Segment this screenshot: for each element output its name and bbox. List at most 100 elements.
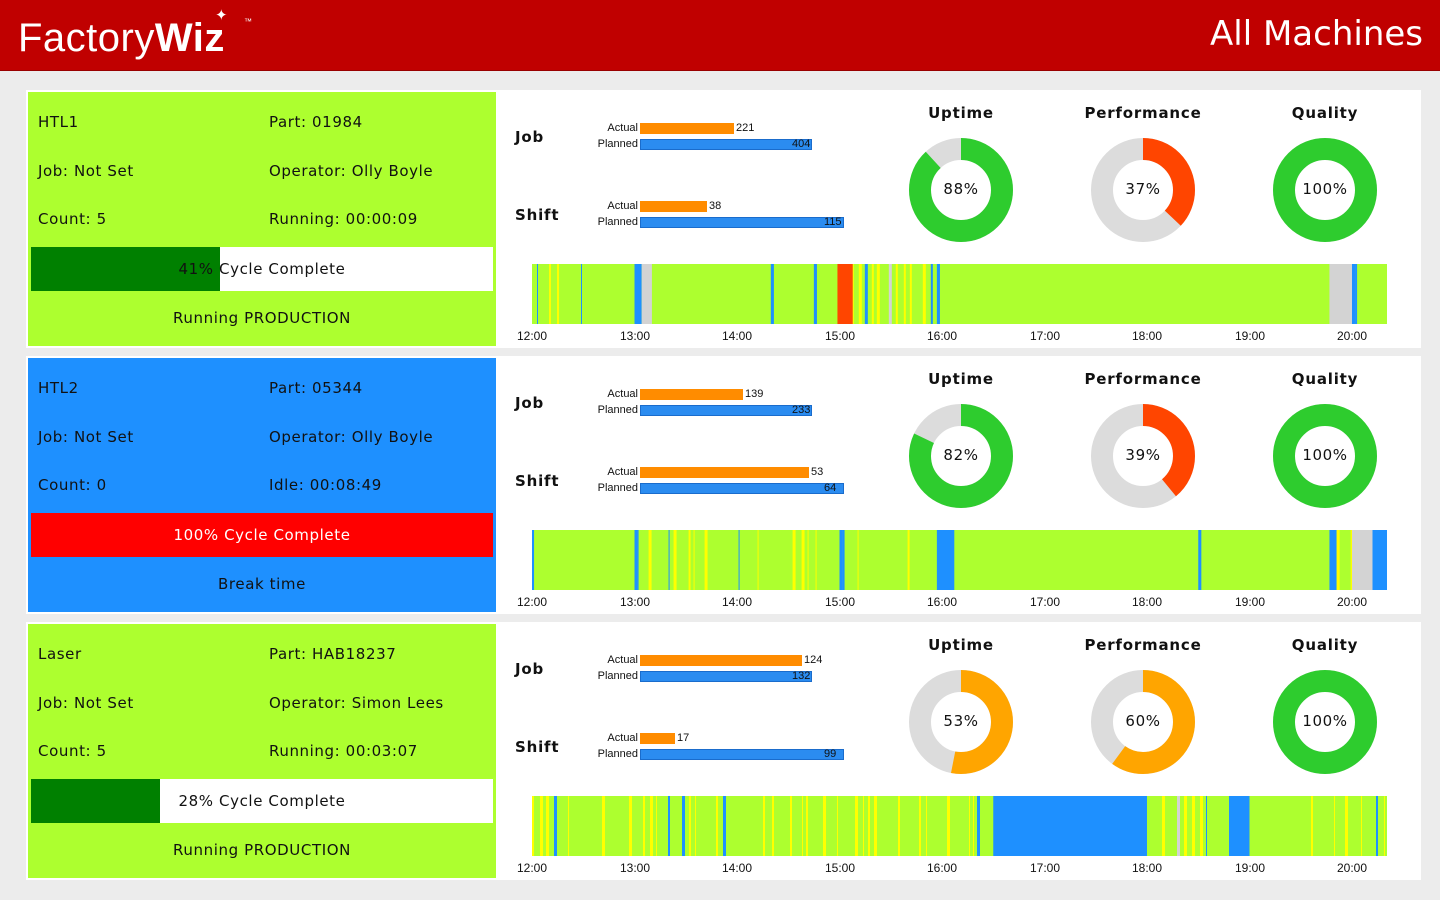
- gauge-fill: [1273, 138, 1377, 242]
- timeline-segment-idle: [936, 264, 940, 324]
- gauge-fill: [1273, 404, 1377, 508]
- operator-name: Operator: Simon Lees: [269, 694, 444, 712]
- cycle-progress-text: 28% Cycle Complete: [178, 792, 346, 810]
- factorywiz-logo[interactable]: FactoryWiz ✦ ™: [18, 8, 252, 62]
- gauge-fill: [909, 670, 1013, 774]
- timeline-event-stripe: [792, 530, 796, 590]
- machine-row-laser[interactable]: Laser Part: HAB18237 Job: Not Set Operator:…: [26, 622, 1421, 880]
- uptime-title: Uptime: [928, 370, 994, 388]
- state-timer: Running: 00:00:09: [269, 210, 418, 228]
- job-planned-label: Planned: [597, 670, 638, 682]
- timeline-event-stripe: [807, 530, 809, 590]
- quality-title: Quality: [1291, 636, 1359, 654]
- uptime-title: Uptime: [928, 104, 994, 122]
- quality-gauge: [1273, 138, 1377, 242]
- part-number: Part: HAB18237: [269, 645, 397, 663]
- gauge-fill: [909, 404, 1013, 508]
- timeline-tick-label: 13:00: [619, 861, 651, 875]
- timeline-tick-label: 15:00: [824, 861, 856, 875]
- machine-timeline[interactable]: [532, 796, 1387, 856]
- timeline-event-stripe: [532, 796, 534, 856]
- timeline-event-stripe: [837, 796, 838, 856]
- shift-actual-label: Actual: [607, 732, 638, 744]
- timeline-event-stripe: [1311, 796, 1313, 856]
- timeline-event-stripe: [868, 796, 870, 856]
- job-actual-label: Actual: [607, 388, 638, 400]
- shift-planned-label: Planned: [597, 216, 638, 228]
- cycle-progress-text: 41% Cycle Complete: [178, 260, 346, 278]
- timeline-event-stripe: [815, 530, 817, 590]
- timeline-event-stripe: [629, 796, 632, 856]
- timeline-event-stripe: [909, 264, 912, 324]
- shift-planned-value: 64: [824, 482, 837, 494]
- timeline-tick-label: 15:00: [824, 329, 856, 343]
- timeline-event-stripe: [668, 530, 670, 590]
- shift-actual-value: 17: [677, 732, 690, 744]
- machine-status-panel[interactable]: HTL1 Part: 01984 Job: Not Set Operator: Oll…: [28, 92, 496, 346]
- performance-title: Performance: [1084, 104, 1202, 122]
- machine-row-htl1[interactable]: HTL1 Part: 01984 Job: Not Set Operator: Oll…: [26, 90, 1421, 348]
- timeline-event-stripe: [693, 530, 695, 590]
- machine-timeline[interactable]: [532, 264, 1387, 324]
- timeline-event-stripe: [757, 530, 759, 590]
- shift-actual-bar: [640, 733, 675, 744]
- timeline-event-stripe: [903, 264, 906, 324]
- count-value: Count: 5: [38, 210, 107, 228]
- timeline-event-stripe: [930, 264, 933, 324]
- performance-gauge: [1091, 138, 1195, 242]
- timeline-tick-label: 13:00: [619, 329, 651, 343]
- timeline-tick-label: 18:00: [1131, 595, 1163, 609]
- timeline-tick-label: 12:00: [516, 861, 548, 875]
- uptime-value: 53%: [943, 712, 979, 730]
- job-actual-bar: [640, 123, 734, 134]
- timeline-event-stripe: [874, 796, 877, 856]
- timeline-tick-label: 20:00: [1336, 861, 1368, 875]
- trademark-mark: ™: [244, 17, 253, 26]
- machine-timeline[interactable]: [532, 530, 1387, 590]
- job-actual-label: Actual: [607, 122, 638, 134]
- timeline-event-stripe: [922, 264, 926, 324]
- timeline-event-stripe: [1177, 796, 1180, 856]
- machine-status-panel[interactable]: HTL2 Part: 05344 Job: Not Set Operator: Oll…: [28, 358, 496, 612]
- timeline-event-stripe: [1345, 796, 1348, 856]
- timeline-event-stripe: [876, 264, 880, 324]
- timeline-event-stripe: [852, 264, 854, 324]
- uptime-gauge: [909, 138, 1013, 242]
- shift-section-label: Shift: [515, 206, 560, 224]
- shift-actual-value: 38: [709, 200, 722, 212]
- cycle-progress-fill: [31, 513, 493, 557]
- timeline-event-stripe: [682, 796, 685, 856]
- timeline-event-stripe: [1334, 796, 1335, 856]
- timeline-event-stripe: [1350, 530, 1353, 590]
- shift-planned-bar: [640, 749, 844, 760]
- machine-row-htl2[interactable]: HTL2 Part: 05344 Job: Not Set Operator: Oll…: [26, 356, 1421, 614]
- timeline-event-stripe: [898, 796, 900, 856]
- gauge-fill: [1091, 138, 1195, 242]
- cycle-progress-fill: [31, 247, 221, 291]
- timeline-event-stripe: [842, 530, 845, 590]
- timeline-event-stripe: [857, 530, 859, 590]
- timeline-tick-label: 19:00: [1234, 329, 1266, 343]
- timeline-segment-idle: [1329, 530, 1337, 590]
- job-label: Job: Not Set: [38, 694, 134, 712]
- timeline-event-stripe: [947, 796, 950, 856]
- job-actual-value: 124: [804, 654, 823, 666]
- timeline-event-stripe: [1162, 796, 1165, 856]
- timeline-segment-idle: [1372, 530, 1387, 590]
- shift-planned-label: Planned: [597, 482, 638, 494]
- timeline-event-stripe: [802, 796, 803, 856]
- machine-status-panel[interactable]: Laser Part: HAB18237 Job: Not Set Operator:…: [28, 624, 496, 878]
- timeline-event-stripe: [688, 530, 691, 590]
- timeline-event-stripe: [557, 264, 559, 324]
- timeline-segment-idle: [813, 264, 817, 324]
- job-actual-bar: [640, 655, 802, 666]
- timeline-tick-label: 16:00: [926, 595, 958, 609]
- machine-status-text: Running PRODUCTION: [173, 309, 351, 327]
- count-value: Count: 5: [38, 742, 107, 760]
- timeline-event-stripe: [704, 530, 708, 590]
- performance-value: 37%: [1125, 180, 1161, 198]
- timeline-event-stripe: [1206, 796, 1207, 856]
- job-planned-value: 233: [792, 404, 811, 416]
- gauge-fill: [909, 138, 1013, 242]
- logo-text-factory: Factory: [18, 16, 155, 60]
